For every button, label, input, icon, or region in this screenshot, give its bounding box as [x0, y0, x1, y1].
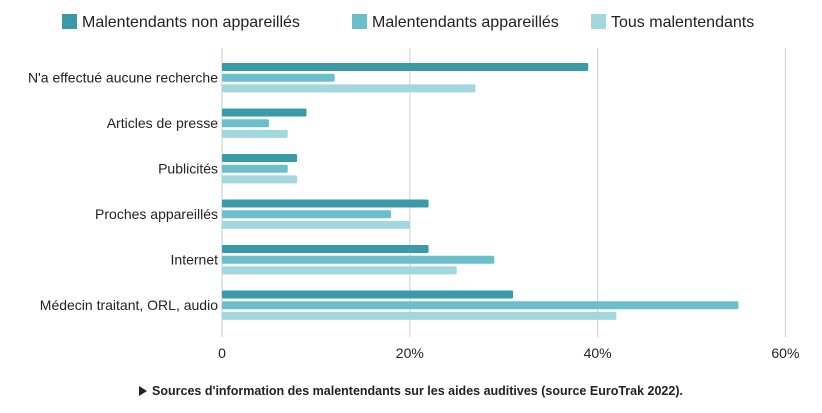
bar-1-series-3 — [222, 84, 476, 93]
bar-5-series-3 — [222, 266, 457, 275]
bar-6-series-2 — [222, 301, 739, 310]
x-tick-label-2: 40% — [584, 345, 612, 361]
bar-1-series-2 — [222, 73, 335, 82]
bar-6-series-1 — [222, 290, 514, 299]
bar-3-series-3 — [222, 175, 298, 184]
legend-swatch-1 — [62, 14, 77, 29]
bar-5-series-2 — [222, 255, 495, 264]
category-label-5: Internet — [171, 252, 219, 268]
category-label-6: Médecin traitant, ORL, audio — [40, 297, 218, 313]
chart-gridlines — [221, 48, 786, 337]
bar-2-series-2 — [222, 119, 269, 128]
bar-1-series-1 — [222, 63, 589, 71]
chart-legend: Malentendants non appareillés Malentendan… — [62, 14, 754, 31]
category-label-2: Articles de presse — [107, 115, 218, 131]
x-tick-label-3: 60% — [771, 345, 799, 361]
bar-3-series-2 — [222, 164, 288, 173]
x-tick-label-1: 20% — [396, 345, 424, 361]
legend-swatch-2 — [352, 14, 367, 29]
category-label-3: Publicités — [158, 161, 218, 177]
bar-4-series-1 — [222, 199, 429, 208]
bar-5-series-1 — [222, 245, 429, 253]
legend-label-1: Malentendants non appareillés — [82, 14, 300, 31]
chart-bars — [222, 63, 739, 320]
bar-4-series-3 — [222, 220, 410, 229]
category-label-4: Proches appareillés — [95, 206, 218, 222]
bar-6-series-3 — [222, 311, 617, 320]
caption-arrow-icon — [139, 386, 148, 396]
chart-caption: Sources d'information des malentendants … — [0, 384, 822, 398]
caption-text: Sources d'information des malentendants … — [152, 384, 683, 398]
legend-label-3: Tous malentendants — [611, 14, 754, 31]
legend-label-2: Malentendants appareillés — [372, 14, 559, 31]
legend-swatch-3 — [591, 14, 606, 29]
category-labels: N'a effectué aucune recherche Articles de… — [28, 70, 218, 314]
x-axis-tick-labels: 0 20% 40% 60% — [218, 345, 799, 361]
x-tick-label-0: 0 — [218, 345, 226, 361]
bar-2-series-3 — [222, 129, 288, 138]
category-label-1: N'a effectué aucune recherche — [28, 70, 218, 86]
bar-3-series-1 — [222, 154, 298, 162]
bar-4-series-2 — [222, 210, 392, 219]
bar-2-series-1 — [222, 108, 307, 117]
